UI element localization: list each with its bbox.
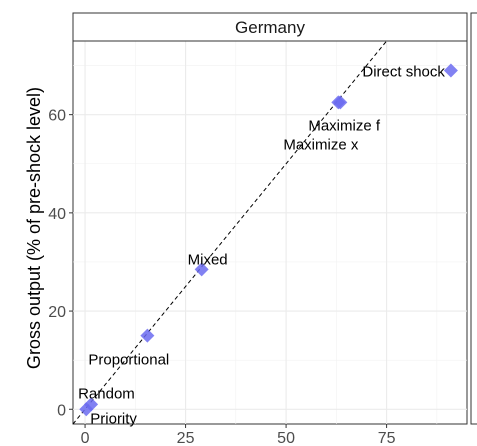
point-label-direct-shock: Direct shock bbox=[362, 63, 445, 80]
data-point-maximize-x bbox=[331, 95, 346, 110]
point-label-priority: Priority bbox=[90, 410, 137, 427]
x-tick-label: 0 bbox=[81, 430, 90, 446]
point-label-random: Random bbox=[78, 385, 135, 402]
point-label-proportional: Proportional bbox=[88, 352, 169, 369]
data-point-proportional bbox=[140, 328, 155, 343]
y-tick-label: 20 bbox=[48, 304, 66, 321]
point-label-mixed: Mixed bbox=[188, 251, 228, 268]
point-labels: Direct shock Maximize f Maximize x Mixed Pro… bbox=[78, 63, 445, 427]
y-tick-label: 40 bbox=[48, 206, 66, 223]
x-tick-label: 75 bbox=[378, 430, 396, 446]
point-label-maximize-x: Maximize x bbox=[283, 136, 359, 153]
x-tick-label: 50 bbox=[277, 430, 295, 446]
facet-strip bbox=[72, 12, 468, 42]
y-tick-label: 0 bbox=[57, 402, 66, 419]
data-points bbox=[79, 63, 458, 417]
y-axis-title: Gross output (% of pre-shock level) bbox=[24, 87, 44, 369]
y-tick-label: 60 bbox=[48, 108, 66, 125]
data-point-mixed bbox=[194, 262, 209, 277]
x-tick-label: 25 bbox=[177, 430, 195, 446]
next-panel-edge bbox=[470, 12, 477, 425]
data-point-direct-shock bbox=[443, 63, 458, 78]
facet-strip-label: Germany bbox=[235, 18, 305, 37]
y-axis: 0 20 40 60 bbox=[48, 108, 73, 419]
point-label-maximize-f: Maximize f bbox=[308, 117, 381, 134]
data-point-priority bbox=[79, 402, 94, 417]
identity-reference-line bbox=[72, 40, 387, 425]
grid bbox=[73, 41, 467, 424]
x-axis: 0 25 50 75 bbox=[81, 424, 396, 446]
